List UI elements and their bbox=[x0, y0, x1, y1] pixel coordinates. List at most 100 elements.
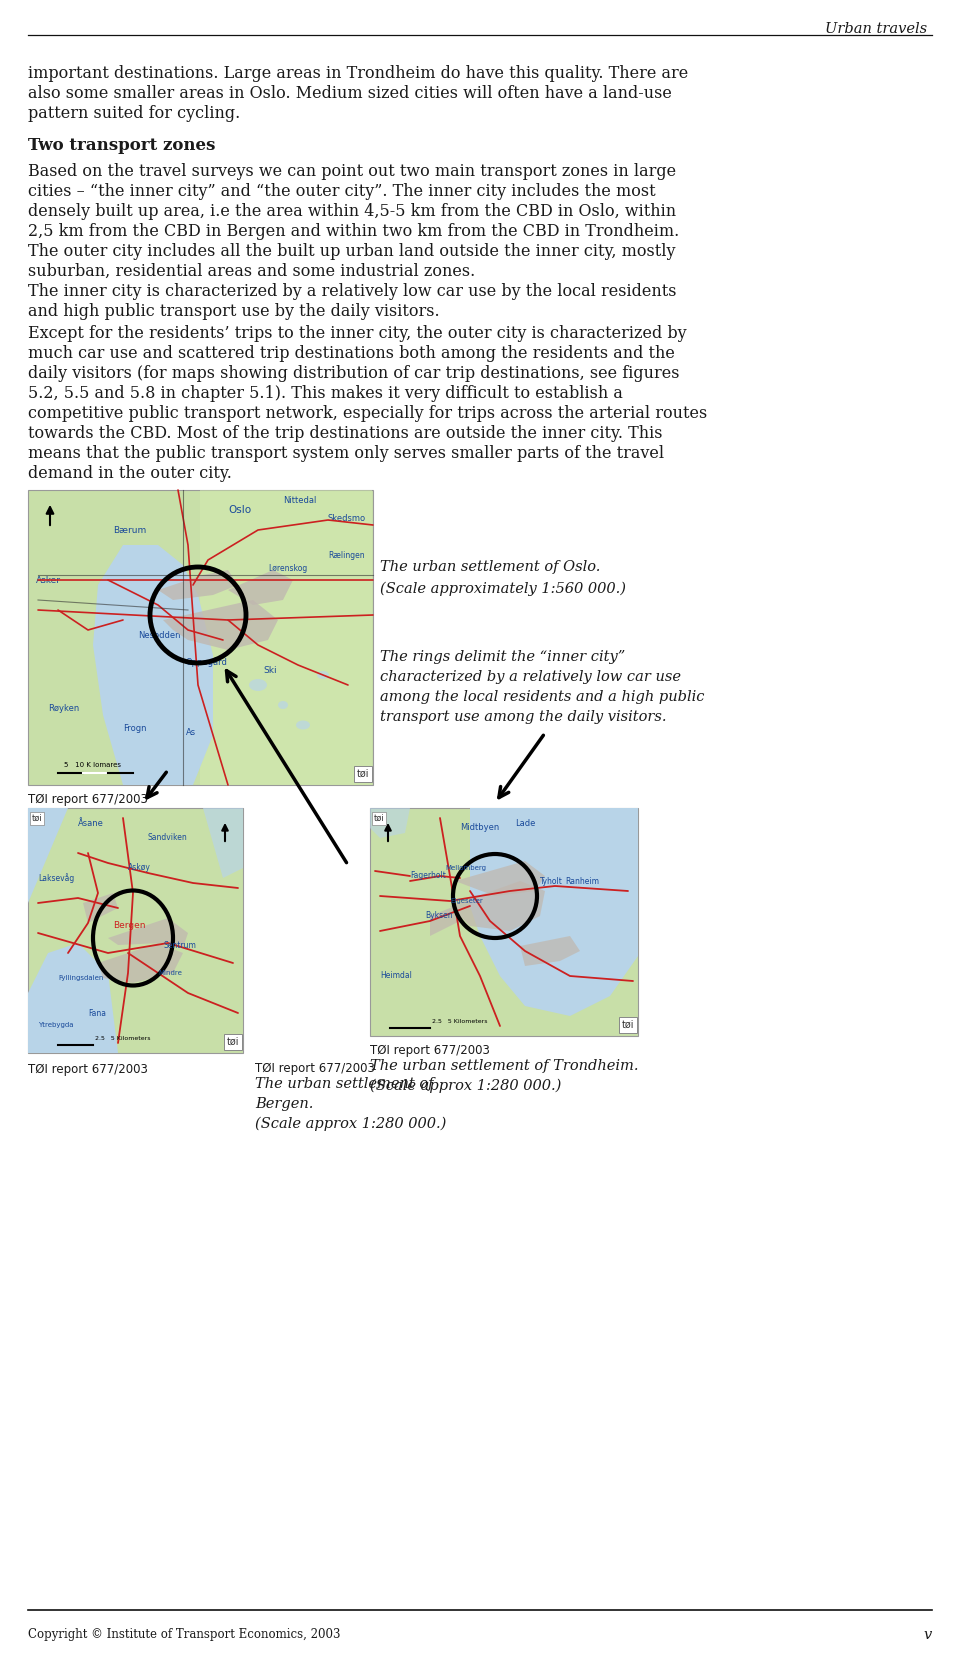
Text: Laksevåg: Laksevåg bbox=[38, 874, 74, 882]
Text: Mellomberg: Mellomberg bbox=[445, 866, 486, 871]
Text: Lørenskog: Lørenskog bbox=[268, 564, 307, 573]
Text: towards the CBD. Most of the trip destinations are outside the inner city. This: towards the CBD. Most of the trip destin… bbox=[28, 425, 662, 442]
Text: TØI report 677/2003: TØI report 677/2003 bbox=[255, 1063, 374, 1076]
Text: The rings delimit the “inner city”: The rings delimit the “inner city” bbox=[380, 650, 625, 664]
Text: tøi: tøi bbox=[374, 814, 385, 823]
Text: (Scale approx 1:280 000.): (Scale approx 1:280 000.) bbox=[370, 1079, 562, 1094]
Bar bbox=[200, 490, 372, 784]
Text: Røyken: Røyken bbox=[48, 703, 80, 713]
Ellipse shape bbox=[296, 720, 310, 730]
Text: Based on the travel surveys we can point out two main transport zones in large: Based on the travel surveys we can point… bbox=[28, 162, 676, 180]
Text: cities – “the inner city” and “the outer city”. The inner city includes the most: cities – “the inner city” and “the outer… bbox=[28, 184, 656, 200]
Ellipse shape bbox=[278, 702, 288, 708]
Text: also some smaller areas in Oslo. Medium sized cities will often have a land-use: also some smaller areas in Oslo. Medium … bbox=[28, 84, 672, 103]
Text: The outer city includes all the built up urban land outside the inner city, most: The outer city includes all the built up… bbox=[28, 243, 676, 260]
Text: tøi: tøi bbox=[621, 1019, 634, 1029]
Text: The urban settlement of Trondheim.: The urban settlement of Trondheim. bbox=[370, 1059, 638, 1072]
Text: pattern suited for cycling.: pattern suited for cycling. bbox=[28, 104, 240, 122]
Text: transport use among the daily visitors.: transport use among the daily visitors. bbox=[380, 710, 666, 723]
Text: TØI report 677/2003: TØI report 677/2003 bbox=[28, 793, 148, 806]
Polygon shape bbox=[203, 808, 243, 879]
Text: Rælingen: Rælingen bbox=[328, 551, 365, 559]
Text: competitive public transport network, especially for trips across the arterial r: competitive public transport network, es… bbox=[28, 405, 708, 422]
Text: Skedsmo: Skedsmo bbox=[328, 515, 366, 523]
Polygon shape bbox=[98, 943, 183, 983]
Text: Mindre: Mindre bbox=[158, 970, 181, 976]
Text: Byksen: Byksen bbox=[425, 912, 452, 920]
Text: Urban travels: Urban travels bbox=[825, 22, 927, 36]
Text: Ranheim: Ranheim bbox=[565, 877, 599, 885]
Text: Askøy: Askøy bbox=[128, 864, 151, 872]
Text: tøi: tøi bbox=[356, 770, 369, 780]
Text: Fagerholt: Fagerholt bbox=[410, 872, 445, 880]
Text: suburban, residential areas and some industrial zones.: suburban, residential areas and some ind… bbox=[28, 263, 475, 280]
Polygon shape bbox=[83, 894, 118, 923]
Text: Copyright © Institute of Transport Economics, 2003: Copyright © Institute of Transport Econo… bbox=[28, 1629, 341, 1642]
Text: The urban settlement of Oslo.: The urban settlement of Oslo. bbox=[380, 559, 600, 574]
Text: Midtbyen: Midtbyen bbox=[460, 824, 499, 832]
Text: Sentrum: Sentrum bbox=[163, 942, 196, 950]
Polygon shape bbox=[28, 808, 68, 904]
Text: characterized by a relatively low car use: characterized by a relatively low car us… bbox=[380, 670, 681, 684]
Text: Sandviken: Sandviken bbox=[148, 834, 188, 842]
Text: Except for the residents’ trips to the inner city, the outer city is characteriz: Except for the residents’ trips to the i… bbox=[28, 324, 686, 343]
Text: 2.5   5 Kilometers: 2.5 5 Kilometers bbox=[95, 1036, 151, 1041]
Text: among the local residents and a high public: among the local residents and a high pub… bbox=[380, 690, 705, 703]
Text: Asker: Asker bbox=[36, 576, 61, 584]
Text: v: v bbox=[924, 1629, 932, 1642]
Text: tøi: tøi bbox=[32, 814, 43, 823]
Polygon shape bbox=[28, 943, 118, 1053]
Text: (Scale approximately 1:560 000.): (Scale approximately 1:560 000.) bbox=[380, 583, 626, 596]
Text: (Scale approx 1:280 000.): (Scale approx 1:280 000.) bbox=[255, 1117, 446, 1132]
Text: 2.5   5 Kilometers: 2.5 5 Kilometers bbox=[432, 1019, 488, 1024]
Text: demand in the outer city.: demand in the outer city. bbox=[28, 465, 232, 482]
Text: Nittedal: Nittedal bbox=[283, 496, 317, 505]
Text: Nesodden: Nesodden bbox=[138, 631, 180, 640]
Text: TØI report 677/2003: TØI report 677/2003 bbox=[28, 1063, 148, 1076]
Text: Heimdal: Heimdal bbox=[380, 971, 412, 980]
Text: Tyholt: Tyholt bbox=[540, 877, 563, 885]
Ellipse shape bbox=[317, 670, 329, 679]
Text: tøi: tøi bbox=[227, 1038, 239, 1048]
Text: Åsane: Åsane bbox=[78, 819, 104, 828]
Polygon shape bbox=[455, 861, 545, 895]
Bar bbox=[28, 490, 373, 784]
Polygon shape bbox=[93, 544, 213, 784]
Text: TØI report 677/2003: TØI report 677/2003 bbox=[370, 1044, 490, 1058]
Text: 2,5 km from the CBD in Bergen and within two km from the CBD in Trondheim.: 2,5 km from the CBD in Bergen and within… bbox=[28, 223, 680, 240]
Text: means that the public transport system only serves smaller parts of the travel: means that the public transport system o… bbox=[28, 445, 664, 462]
Text: 5.2, 5.5 and 5.8 in chapter 5.1). This makes it very difficult to establish a: 5.2, 5.5 and 5.8 in chapter 5.1). This m… bbox=[28, 386, 623, 402]
Polygon shape bbox=[108, 919, 188, 948]
Polygon shape bbox=[158, 569, 238, 601]
Text: Lade: Lade bbox=[515, 819, 536, 828]
Text: Two transport zones: Two transport zones bbox=[28, 137, 215, 154]
Text: Ski: Ski bbox=[263, 665, 276, 675]
Text: As: As bbox=[186, 728, 196, 736]
Text: Fana: Fana bbox=[88, 1008, 106, 1018]
Text: Frogn: Frogn bbox=[123, 723, 147, 733]
Ellipse shape bbox=[249, 679, 267, 692]
Bar bbox=[28, 808, 243, 1053]
Text: Bærum: Bærum bbox=[113, 526, 146, 535]
Text: densely built up area, i.e the area within 4,5-5 km from the CBD in Oslo, within: densely built up area, i.e the area with… bbox=[28, 204, 676, 220]
Text: The urban settlement of: The urban settlement of bbox=[255, 1077, 434, 1091]
Text: Oslo: Oslo bbox=[228, 505, 252, 515]
Text: The inner city is characterized by a relatively low car use by the local residen: The inner city is characterized by a rel… bbox=[28, 283, 677, 300]
Text: Ytrebygda: Ytrebygda bbox=[38, 1023, 74, 1028]
Text: and high public transport use by the daily visitors.: and high public transport use by the dai… bbox=[28, 303, 440, 319]
Text: Elgeseter: Elgeseter bbox=[450, 899, 483, 904]
Polygon shape bbox=[370, 808, 410, 837]
Polygon shape bbox=[163, 601, 278, 650]
Text: Bergen: Bergen bbox=[113, 920, 146, 930]
Text: daily visitors (for maps showing distribution of car trip destinations, see figu: daily visitors (for maps showing distrib… bbox=[28, 366, 680, 382]
Polygon shape bbox=[228, 569, 293, 606]
Polygon shape bbox=[430, 905, 460, 937]
Bar bbox=[370, 808, 638, 1036]
Polygon shape bbox=[450, 880, 545, 932]
Text: much car use and scattered trip destinations both among the residents and the: much car use and scattered trip destinat… bbox=[28, 344, 675, 362]
Text: 5   10 K lomares: 5 10 K lomares bbox=[64, 761, 122, 768]
Polygon shape bbox=[520, 937, 580, 967]
Polygon shape bbox=[470, 808, 638, 1016]
Text: Bergen.: Bergen. bbox=[255, 1097, 313, 1111]
Text: important destinations. Large areas in Trondheim do have this quality. There are: important destinations. Large areas in T… bbox=[28, 65, 688, 83]
